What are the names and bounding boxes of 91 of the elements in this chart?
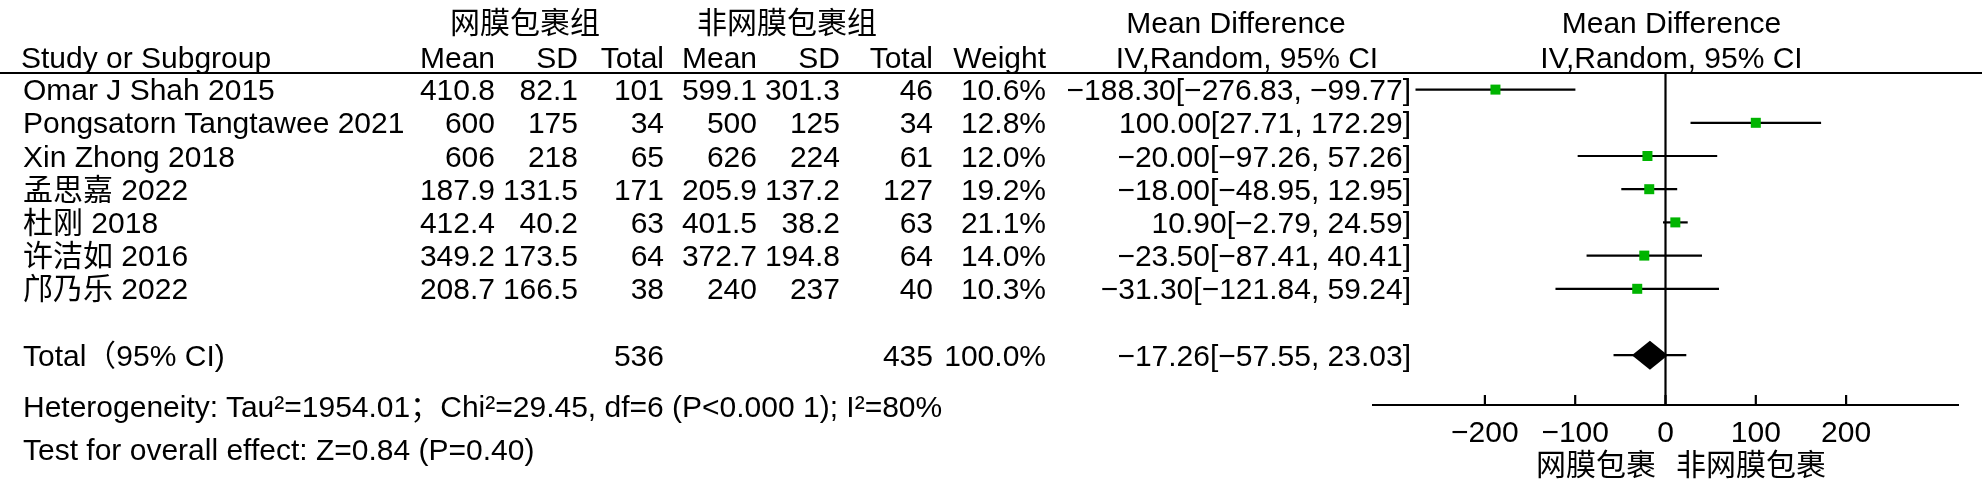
text: 600 xyxy=(444,106,495,140)
text: 34 xyxy=(899,106,933,140)
text: 34 xyxy=(630,106,664,140)
text: 网膜包裹组 xyxy=(450,5,600,39)
text: 邝乃乐 2022 xyxy=(23,272,189,306)
text: 218 xyxy=(527,139,578,173)
text: 杜刚 2018 xyxy=(23,205,159,239)
text: 599.1 xyxy=(681,73,757,107)
data-label: −23.50[−87.41, 40.41] xyxy=(1117,239,1411,273)
text: 12.8% xyxy=(960,106,1046,140)
text: SD xyxy=(798,40,840,74)
text: 372.7 xyxy=(681,239,757,273)
text: 孟思嘉 2022 xyxy=(23,172,189,206)
text: 61 xyxy=(899,139,933,173)
text: Pongsatorn Tangtawee 2021 xyxy=(23,106,405,140)
text: Total（95% CI) xyxy=(23,338,225,372)
data-label: −20.00[−97.26, 57.26] xyxy=(1117,139,1411,173)
text: 606 xyxy=(444,139,495,173)
text: 125 xyxy=(789,106,840,140)
text: 38.2 xyxy=(781,205,840,239)
text: 40.2 xyxy=(519,205,578,239)
text: Weight xyxy=(953,40,1047,74)
data-label: 10.90[−2.79, 24.59] xyxy=(1151,205,1411,239)
text: 10.6% xyxy=(960,73,1046,107)
text: 166.5 xyxy=(502,272,578,306)
text: 500 xyxy=(706,106,757,140)
text: 171 xyxy=(613,172,664,206)
text: Mean xyxy=(681,40,757,74)
text: 非网膜包裹 xyxy=(1675,447,1826,481)
text: Study or Subgroup xyxy=(21,40,272,74)
text: 21.1% xyxy=(960,205,1046,239)
data-label: 100.00[27.71, 172.29] xyxy=(1119,106,1411,140)
x-tick-label: −200 xyxy=(1451,414,1519,448)
text: 194.8 xyxy=(764,239,840,273)
text: Test for overall effect: Z=0.84 (P=0.40) xyxy=(23,432,535,466)
text: 127 xyxy=(882,172,933,206)
text: 208.7 xyxy=(419,272,495,306)
text: 64 xyxy=(630,239,664,273)
text: 187.9 xyxy=(419,172,495,206)
text: Heterogeneity: Tau²=1954.01；Chi²=29.45, df=6 (P<0.000 1); I²=80% xyxy=(23,389,943,423)
text: 14.0% xyxy=(960,239,1046,273)
text: 224 xyxy=(789,139,840,173)
text: Omar J Shah 2015 xyxy=(23,73,275,107)
text: 63 xyxy=(630,205,664,239)
text: 240 xyxy=(706,272,757,306)
text: 301.3 xyxy=(764,73,840,107)
data-label: −31.30[−121.84, 59.24] xyxy=(1100,272,1411,306)
text: 10.3% xyxy=(960,272,1046,306)
text: 410.8 xyxy=(419,73,495,107)
text: Xin Zhong 2018 xyxy=(23,139,235,173)
text: 64 xyxy=(899,239,933,273)
x-tick-label: 0 xyxy=(1657,414,1674,448)
text: 131.5 xyxy=(502,172,578,206)
text: Mean Difference xyxy=(1126,5,1346,39)
text: 349.2 xyxy=(419,239,495,273)
x-tick-label: −100 xyxy=(1541,414,1609,448)
text: Total xyxy=(600,40,664,74)
text: 65 xyxy=(630,139,664,173)
data-label: −188.30[−276.83, −99.77] xyxy=(1066,73,1411,107)
text: 626 xyxy=(706,139,757,173)
text: 82.1 xyxy=(519,73,578,107)
data-label: −18.00[−48.95, 12.95] xyxy=(1117,172,1411,206)
chart-title: Mean Difference xyxy=(1561,5,1782,39)
text: 412.4 xyxy=(419,205,495,239)
text: SD xyxy=(536,40,578,74)
text: 101 xyxy=(613,73,664,107)
chart-subtitle: IV,Random, 95% CI xyxy=(1540,40,1803,74)
x-tick-label: 200 xyxy=(1821,414,1872,448)
text: 175 xyxy=(527,106,578,140)
annotation: −17.26[−57.55, 23.03] xyxy=(1117,338,1411,372)
text: 173.5 xyxy=(502,239,578,273)
text: Total xyxy=(869,40,933,74)
text: 63 xyxy=(899,205,933,239)
text: 46 xyxy=(899,73,933,107)
text: 435 xyxy=(882,338,933,372)
text: 205.9 xyxy=(681,172,757,206)
text: 40 xyxy=(899,272,933,306)
text: 401.5 xyxy=(681,205,757,239)
text: 19.2% xyxy=(960,172,1046,206)
annotation: IV,Random, 95% CI xyxy=(1115,40,1379,74)
text: Mean xyxy=(419,40,495,74)
text: 网膜包裹 xyxy=(1535,447,1656,481)
text: 12.0% xyxy=(960,139,1046,173)
text: 许洁如 2016 xyxy=(23,239,189,273)
text: 100.0% xyxy=(944,338,1046,372)
text: 237 xyxy=(789,272,840,306)
text: 38 xyxy=(630,272,664,306)
text: 536 xyxy=(613,338,664,372)
x-tick-label: 100 xyxy=(1730,414,1781,448)
text: 非网膜包裹组 xyxy=(697,5,877,39)
text: 137.2 xyxy=(764,172,840,206)
